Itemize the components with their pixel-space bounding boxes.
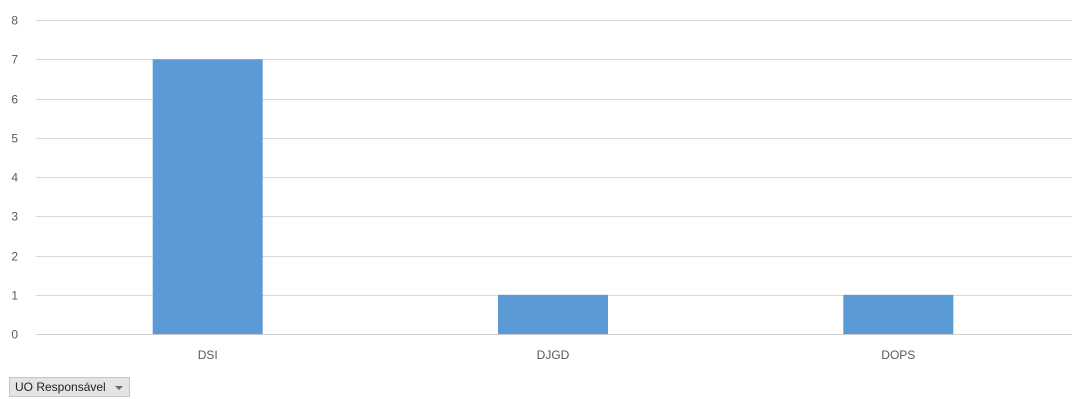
bar-djgd[interactable]: [498, 294, 608, 335]
y-tick-label: 5: [11, 132, 18, 146]
y-tick-label: 2: [11, 250, 18, 264]
y-tick-label: 3: [11, 210, 18, 224]
x-category-label: DJGD: [537, 348, 570, 362]
y-tick-label: 4: [11, 171, 18, 185]
bar-dops[interactable]: [843, 294, 954, 335]
y-tick-label: 0: [11, 328, 18, 342]
bar-dsi[interactable]: [152, 59, 263, 335]
y-axis-ticks: 0 1 2 3 4 5 6 7 8: [11, 14, 18, 342]
x-axis-labels: DSI DJGD DOPS: [198, 348, 916, 362]
y-tick-label: 6: [11, 93, 18, 107]
field-filter-label: UO Responsável: [15, 380, 106, 394]
x-category-label: DSI: [198, 348, 218, 362]
field-filter-button[interactable]: UO Responsável: [9, 377, 130, 397]
y-tick-label: 1: [11, 289, 18, 303]
y-tick-label: 7: [11, 53, 18, 67]
y-tick-label: 8: [11, 14, 18, 28]
x-category-label: DOPS: [881, 348, 915, 362]
chevron-down-icon[interactable]: [114, 385, 123, 390]
bars: [152, 59, 954, 335]
bar-chart: 0 1 2 3 4 5 6 7 8 DSI DJGD DOPS: [11, 14, 1072, 362]
